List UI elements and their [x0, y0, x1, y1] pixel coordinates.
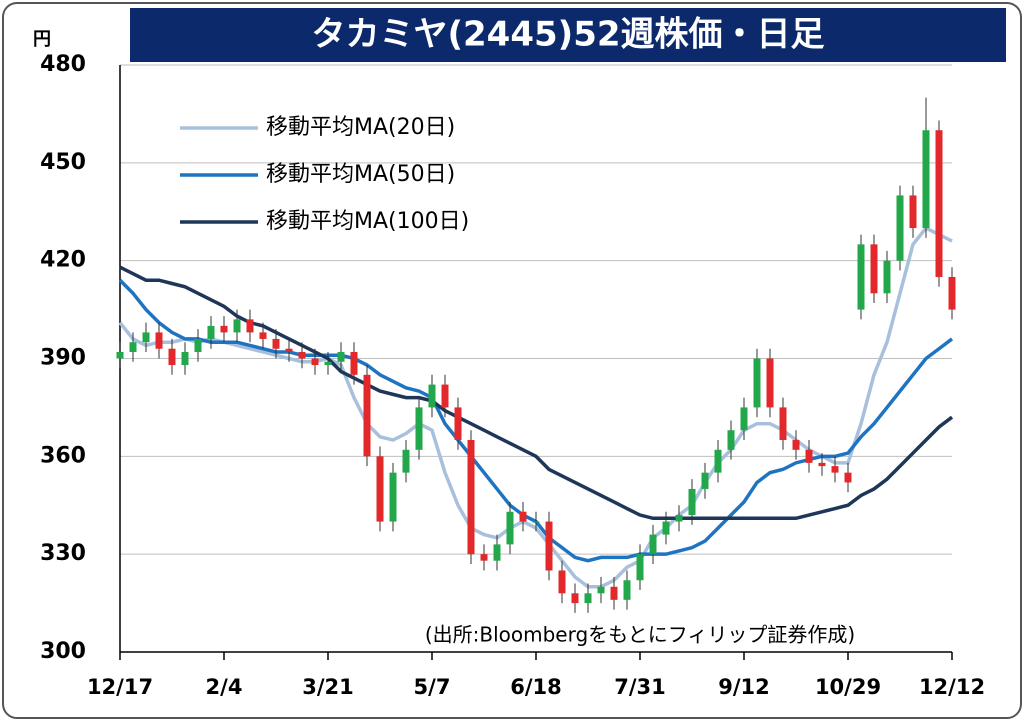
unit-label: 円 [33, 29, 51, 50]
candle-body [116, 351, 124, 359]
candle-body [454, 407, 462, 441]
candle-body [649, 534, 657, 555]
legend-label: 移動平均MA(50日) [266, 162, 455, 187]
candle-body [233, 319, 241, 333]
candle-body [194, 338, 202, 352]
source-note: (出所:Bloombergをもとにフィリップ証券作成) [425, 623, 855, 647]
x-tick-label: 12/17 [87, 675, 153, 699]
candle-body [532, 521, 540, 523]
candle-body [324, 361, 332, 366]
y-tick-label: 360 [40, 443, 86, 468]
candle-body [935, 130, 943, 277]
x-tick-label: 6/18 [510, 675, 562, 699]
y-tick-label: 480 [40, 52, 86, 77]
candle-body [831, 466, 839, 473]
candle-body [337, 351, 345, 362]
candle-body [480, 554, 488, 561]
candle-body [857, 244, 865, 310]
ma-line [119, 265, 954, 521]
candle-body [558, 570, 566, 594]
candle-body [714, 449, 722, 473]
candle-body [519, 511, 527, 522]
candle-body [376, 456, 384, 522]
candle-body [220, 325, 228, 333]
candle-body [571, 593, 579, 604]
candle-body [909, 195, 917, 229]
candle-body [428, 384, 436, 408]
candle-body [740, 407, 748, 431]
candle-body [285, 348, 293, 352]
y-tick-label: 450 [40, 150, 86, 175]
candle-body [181, 351, 189, 366]
candle-body [636, 554, 644, 581]
candle-body [441, 384, 449, 408]
candle-body [402, 449, 410, 473]
candle-body [272, 338, 280, 349]
y-tick-label: 330 [40, 541, 86, 566]
x-tick-label: 5/7 [414, 675, 451, 699]
candle-body [896, 195, 904, 261]
candle-body [142, 332, 150, 343]
candle-body [883, 260, 891, 294]
candle-body [779, 407, 787, 441]
candle-body [922, 130, 930, 229]
candle-body [168, 348, 176, 366]
candle-body [467, 440, 475, 555]
candle-body [805, 449, 813, 463]
legend-label: 移動平均MA(20日) [266, 115, 455, 140]
candle-body [610, 586, 618, 600]
candle-body [246, 319, 254, 333]
candle-body [584, 593, 592, 604]
chart-title: タカミヤ(2445)52週株価・日足 [311, 15, 824, 55]
y-tick-label: 300 [40, 639, 86, 664]
candle-body [259, 332, 267, 339]
x-tick-label: 9/12 [718, 675, 770, 699]
candle-body [701, 472, 709, 489]
candle-body [545, 521, 553, 571]
candle-body [597, 586, 605, 594]
candle-body [623, 580, 631, 600]
candle-body [363, 374, 371, 457]
candle-body [688, 488, 696, 516]
candle-body [350, 351, 358, 375]
candle-body [207, 325, 215, 339]
y-tick-label: 390 [40, 346, 86, 371]
candle-body [389, 472, 397, 522]
y-tick-label: 420 [40, 248, 86, 273]
candle-body [948, 276, 956, 310]
candle-body [870, 244, 878, 294]
candle-body [792, 440, 800, 450]
candle-body [727, 430, 735, 450]
candle-body [675, 515, 683, 522]
candle-body [753, 358, 761, 408]
candle-body [766, 358, 774, 408]
candle-body [155, 332, 163, 349]
candle-body [311, 358, 319, 366]
candle-body [662, 521, 670, 535]
x-tick-label: 2/4 [206, 675, 243, 699]
candle-body [298, 351, 306, 359]
x-tick-label: 12/12 [919, 675, 985, 699]
legend-label: 移動平均MA(100日) [266, 209, 469, 234]
title-banner [130, 8, 1006, 62]
x-tick-label: 10/29 [815, 675, 881, 699]
candle-body [506, 511, 514, 545]
x-tick-label: 3/21 [302, 675, 354, 699]
candle-body [818, 462, 826, 467]
candle-body [493, 544, 501, 561]
candle-body [129, 342, 137, 352]
candle-body [844, 472, 852, 483]
candle-body [415, 407, 423, 450]
x-tick-label: 7/31 [614, 675, 666, 699]
